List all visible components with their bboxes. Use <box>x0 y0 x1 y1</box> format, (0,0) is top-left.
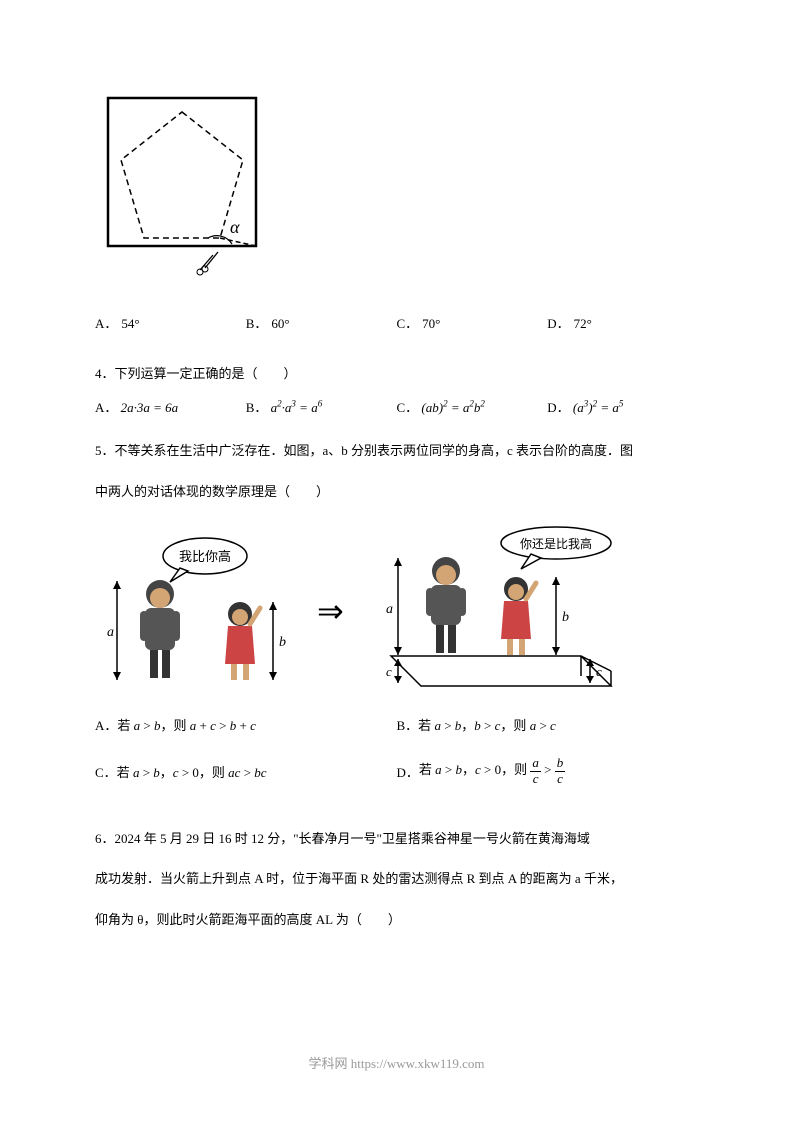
svg-text:b: b <box>562 610 569 625</box>
q4-option-a: A． 2a·3a = 6a <box>95 397 246 416</box>
option-d: D． 72° <box>547 313 698 332</box>
q5-diagram: 我比你高 a b ⇒ 你还是比我高 <box>95 521 698 701</box>
option-label: C． <box>397 400 419 415</box>
q4-text: 4．下列运算一定正确的是（ ） <box>95 357 698 391</box>
footer-text: 学科网 https://www.xkw119.com <box>309 1056 485 1071</box>
q4-option-c: C． (ab)2 = a2b2 <box>397 397 548 416</box>
svg-text:α: α <box>230 217 240 237</box>
q6-line3: 仰角为 θ，则此时火箭距海平面的高度 AL 为（ ） <box>95 903 698 937</box>
pentagon-diagram: α <box>100 90 698 295</box>
q5-text2: 中两人的对话体现的数学原理是（ ） <box>95 475 698 509</box>
svg-text:a: a <box>386 602 393 617</box>
option-label: A． <box>95 313 117 332</box>
option-label: C． <box>95 762 117 781</box>
q6-line1: 6．2024 年 5 月 29 日 16 时 12 分，"长春净月一号"卫星搭乘… <box>95 822 698 856</box>
arrow-icon: ⇒ <box>317 592 344 630</box>
option-label: A． <box>95 715 117 734</box>
q5-scene1: 我比你高 a b <box>95 526 305 696</box>
option-value: 60° <box>271 316 289 332</box>
option-value: 54° <box>121 316 139 332</box>
option-label: B． <box>246 313 268 332</box>
svg-text:b: b <box>279 635 286 650</box>
svg-text:你还是比我高: 你还是比我高 <box>520 536 592 551</box>
q4-option-d: D． (a3)2 = a5 <box>547 397 698 416</box>
q5-option-b: B． 若 a > b，b > c，则 a > c <box>397 715 699 734</box>
footer: 学科网 https://www.xkw119.com <box>0 1053 793 1072</box>
q5-options: A． 若 a > b，则 a + c > b + c B． 若 a > b，b … <box>95 715 698 808</box>
q5-text1: 5．不等关系在生活中广泛存在．如图，a、b 分别表示两位同学的身高，c 表示台阶… <box>95 434 698 468</box>
option-label: D． <box>547 313 569 332</box>
q5-option-d: D． 若 a > b，c > 0，则 ac > bc <box>397 756 699 786</box>
option-value: 70° <box>422 316 440 332</box>
q5-option-a: A． 若 a > b，则 a + c > b + c <box>95 715 397 734</box>
svg-text:a: a <box>107 625 114 640</box>
svg-text:c: c <box>596 664 602 679</box>
option-label: D． <box>397 762 419 781</box>
option-label: B． <box>397 715 419 734</box>
q4-options: A． 2a·3a = 6a B． a2·a3 = a6 C． (ab)2 = a… <box>95 397 698 416</box>
svg-text:我比你高: 我比你高 <box>179 549 231 564</box>
q5-scene2: 你还是比我高 a b c c <box>356 521 656 701</box>
q5-option-c: C． 若 a > b，c > 0，则 ac > bc <box>95 756 397 786</box>
option-label: A． <box>95 400 117 415</box>
q4-option-b: B． a2·a3 = a6 <box>246 397 397 416</box>
option-label: C． <box>397 313 419 332</box>
option-c: C． 70° <box>397 313 548 332</box>
option-b: B． 60° <box>246 313 397 332</box>
option-value: 72° <box>574 316 592 332</box>
option-a: A． 54° <box>95 313 246 332</box>
option-label: D． <box>547 400 569 415</box>
svg-text:c: c <box>386 664 392 679</box>
q6-line2: 成功发射．当火箭上升到点 A 时，位于海平面 R 处的雷达测得点 R 到点 A … <box>95 862 698 896</box>
option-label: B． <box>246 400 268 415</box>
q3-options: A． 54° B． 60° C． 70° D． 72° <box>95 313 698 332</box>
